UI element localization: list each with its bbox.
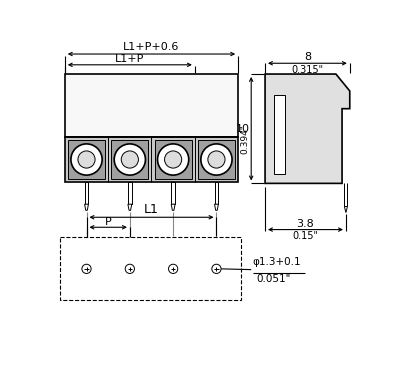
Text: 0.15": 0.15": [292, 231, 318, 241]
Polygon shape: [214, 204, 218, 210]
Bar: [171, 182, 175, 204]
Circle shape: [125, 264, 134, 273]
Bar: [84, 182, 88, 204]
Polygon shape: [84, 204, 88, 210]
Polygon shape: [171, 204, 175, 210]
Bar: [198, 140, 235, 179]
Circle shape: [212, 264, 221, 273]
Polygon shape: [265, 74, 350, 183]
Text: P: P: [105, 217, 112, 227]
Text: 0.315": 0.315": [291, 65, 324, 75]
Text: L1+P+0.6: L1+P+0.6: [123, 42, 180, 52]
Polygon shape: [344, 207, 348, 213]
Circle shape: [71, 144, 102, 175]
Bar: [65, 137, 238, 182]
Text: 0.394": 0.394": [241, 125, 250, 154]
Bar: [111, 140, 148, 179]
Text: L1+P: L1+P: [115, 54, 144, 64]
Circle shape: [114, 144, 146, 175]
Bar: [274, 95, 285, 174]
Circle shape: [121, 151, 138, 168]
Circle shape: [201, 144, 232, 175]
Bar: [68, 140, 105, 179]
Text: φ1.3+0.1: φ1.3+0.1: [253, 257, 301, 267]
Text: 8: 8: [304, 52, 311, 62]
Text: 3.8: 3.8: [297, 219, 314, 229]
Text: 0.051": 0.051": [256, 274, 291, 284]
Circle shape: [168, 264, 178, 273]
Text: 10: 10: [236, 124, 250, 134]
Bar: [154, 140, 192, 179]
Bar: [65, 74, 238, 137]
Circle shape: [82, 264, 91, 273]
Circle shape: [78, 151, 95, 168]
Text: L1: L1: [144, 203, 159, 216]
Bar: [128, 182, 132, 204]
Bar: [60, 237, 241, 300]
Circle shape: [164, 151, 182, 168]
Bar: [214, 182, 218, 204]
Circle shape: [208, 151, 225, 168]
Polygon shape: [128, 204, 132, 210]
Circle shape: [158, 144, 189, 175]
